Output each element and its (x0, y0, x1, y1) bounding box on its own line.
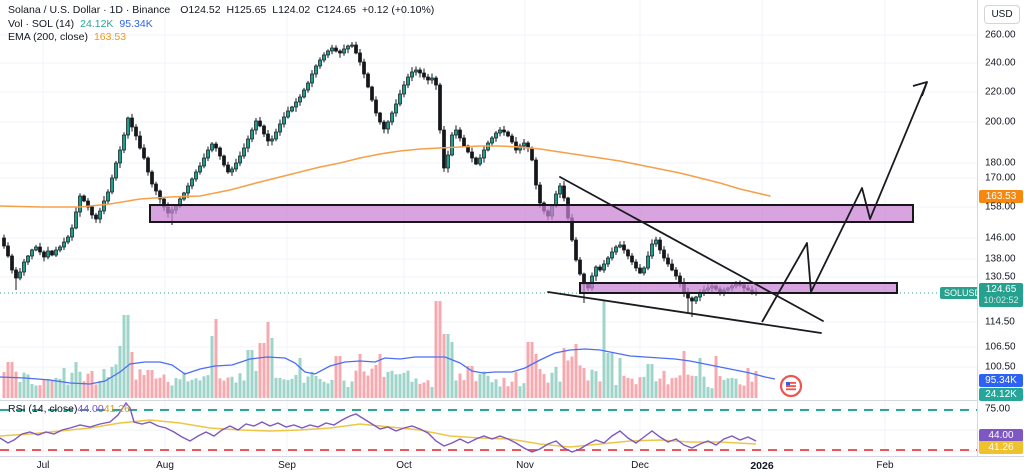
time-tick-label: Oct (396, 460, 412, 471)
rsi-ma-value: 41.26 (103, 403, 131, 415)
ema-value: 163.53 (93, 31, 127, 43)
time-axis[interactable]: Jul Aug Sep Oct Nov Dec 2026 Feb (0, 456, 1024, 475)
last-price: 124.65 (985, 284, 1017, 295)
symbol-row: Solana / U.S. Dollar · 1D · Binance O124.… (8, 4, 434, 18)
symbol-price-flag: SOLUSD (940, 287, 986, 299)
projection-arrow[interactable] (761, 81, 928, 323)
wedge-trendlines[interactable] (547, 176, 824, 334)
time-tick-label: Nov (516, 460, 534, 471)
price-tick-label: 158.00 (985, 201, 1016, 213)
support-resistance-boxes[interactable] (149, 204, 914, 294)
price-tick-label: 180.00 (985, 157, 1016, 169)
high-value: H125.65 (226, 4, 267, 16)
price-tick-label: 260.00 (985, 29, 1016, 41)
price-tick-label: 240.00 (985, 57, 1016, 69)
ema-indicator-row: EMA (200, close) 163.53 (8, 31, 434, 45)
symbol-title[interactable]: Solana / U.S. Dollar · 1D · Binance (8, 4, 171, 16)
rsi-indicator-label[interactable]: RSI (14, close) (8, 403, 78, 415)
rsi-ma-value-badge: 41.26 (979, 441, 1023, 454)
ema-indicator-label[interactable]: EMA (200, close) (8, 31, 88, 43)
close-value: C124.65 (316, 4, 356, 16)
change-value: +0.12 (+0.10%) (361, 4, 435, 16)
time-tick-label: 2026 (750, 460, 774, 472)
volume-indicator-row: Vol · SOL (14) 24.12K 95.34K (8, 18, 434, 32)
price-tick-label: 138.00 (985, 253, 1016, 265)
price-tick-label: 220.00 (985, 86, 1016, 98)
time-tick-label: Feb (876, 460, 894, 471)
rsi-value-badge: 44.00 (979, 429, 1023, 442)
legend: Solana / U.S. Dollar · 1D · Binance O124.… (8, 4, 434, 45)
price-axis[interactable]: USD 163.53 124.65 10:02:52 95.34K 24.12K… (977, 0, 1024, 456)
volume-series (2, 301, 758, 398)
watermark-logo (779, 374, 803, 398)
price-tick-label: 146.00 (985, 232, 1016, 244)
open-value: O124.52 (180, 4, 221, 16)
low-value: L124.02 (272, 4, 311, 16)
price-tick-label: 100.50 (985, 361, 1016, 373)
price-tick-label: 200.00 (985, 116, 1016, 128)
time-tick-label: Aug (156, 460, 174, 471)
time-tick-label: Sep (278, 460, 296, 471)
time-tick-label: Jul (36, 460, 50, 471)
ema-line (0, 145, 771, 208)
candlestick-series (2, 41, 758, 317)
rsi-pane (0, 401, 977, 453)
volume-ma-line (0, 348, 776, 385)
volume-value: 24.12K (80, 17, 114, 30)
last-price-badge: 124.65 10:02:52 (979, 283, 1023, 307)
volume-ma-value: 95.34K (119, 17, 153, 30)
price-tick-label: 106.50 (985, 341, 1016, 353)
currency-toggle-button[interactable]: USD (984, 5, 1020, 24)
time-tick-label: Dec (631, 460, 649, 471)
volume-indicator-label[interactable]: Vol · SOL (14) (8, 17, 75, 30)
price-tick-label: 170.00 (985, 172, 1016, 184)
rsi-indicator-row: RSI (14, close)44.0041.26 (8, 403, 130, 415)
volume-ma-badge: 95.34K (979, 374, 1023, 387)
rsi-value: 44.00 (77, 403, 104, 415)
price-tick-label: 114.50 (985, 316, 1015, 328)
bar-countdown: 10:02:52 (983, 295, 1019, 305)
volume-value-badge: 24.12K (979, 388, 1023, 401)
ema-value-badge: 163.53 (979, 190, 1023, 203)
price-tick-label: 130.50 (985, 271, 1016, 283)
price-tick-label: 75.00 (985, 403, 1011, 415)
